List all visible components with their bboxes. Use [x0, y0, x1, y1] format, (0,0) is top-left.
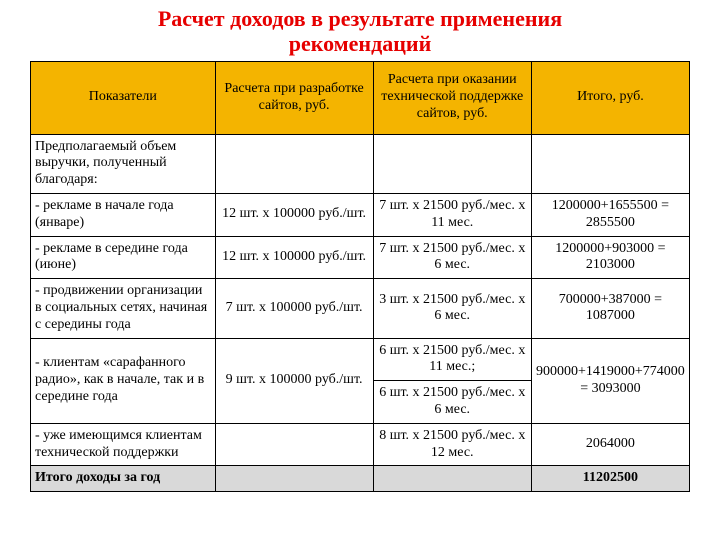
cell: 8 шт. x 21500 руб./мес. x 12 мес.: [373, 423, 531, 466]
cell: 12 шт. x 100000 руб./шт.: [215, 193, 373, 236]
cell: Итого доходы за год: [31, 466, 216, 492]
cell: 2064000: [531, 423, 689, 466]
cell: 11202500: [531, 466, 689, 492]
title-line-1: Расчет доходов в результате применения: [158, 6, 562, 31]
page-title: Расчет доходов в результате применения р…: [30, 6, 690, 57]
cell: - продвижении организации в социальных с…: [31, 279, 216, 338]
total-row: Итого доходы за год 11202500: [31, 466, 690, 492]
table-row: - продвижении организации в социальных с…: [31, 279, 690, 338]
table-row: - рекламе в середине года (июне) 12 шт. …: [31, 236, 690, 279]
col-header-support: Расчета при оказании технической поддерж…: [373, 61, 531, 134]
page: Расчет доходов в результате применения р…: [0, 0, 720, 540]
cell: 3 шт. x 21500 руб./мес. x 6 мес.: [373, 279, 531, 338]
cell: [215, 134, 373, 193]
cell: [373, 466, 531, 492]
cell: - рекламе в начале года (январе): [31, 193, 216, 236]
cell: Предполагаемый объем выручки, полученный…: [31, 134, 216, 193]
cell: 900000+1419000+774000 = 3093000: [531, 338, 689, 423]
col-header-dev: Расчета при разработке сайтов, руб.: [215, 61, 373, 134]
header-row: Показатели Расчета при разработке сайтов…: [31, 61, 690, 134]
table-row: - рекламе в начале года (январе) 12 шт. …: [31, 193, 690, 236]
cell: 7 шт. x 21500 руб./мес. x 6 мес.: [373, 236, 531, 279]
table-row: - уже имеющимся клиентам технической под…: [31, 423, 690, 466]
cell: - клиентам «сарафанного радио», как в на…: [31, 338, 216, 423]
cell: 700000+387000 = 1087000: [531, 279, 689, 338]
cell: - уже имеющимся клиентам технической под…: [31, 423, 216, 466]
cell: 1200000+903000 = 2103000: [531, 236, 689, 279]
cell: 7 шт. x 21500 руб./мес. x 11 мес.: [373, 193, 531, 236]
cell: - рекламе в середине года (июне): [31, 236, 216, 279]
title-line-2: рекомендаций: [289, 31, 432, 56]
table-row: Предполагаемый объем выручки, полученный…: [31, 134, 690, 193]
table-row: - клиентам «сарафанного радио», как в на…: [31, 338, 690, 381]
cell: 6 шт. x 21500 руб./мес. x 11 мес.;: [373, 338, 531, 381]
col-header-indicators: Показатели: [31, 61, 216, 134]
cell: 1200000+1655500 = 2855500: [531, 193, 689, 236]
cell: [215, 423, 373, 466]
cell: 7 шт. x 100000 руб./шт.: [215, 279, 373, 338]
cell: 6 шт. x 21500 руб./мес. x 6 мес.: [373, 381, 531, 424]
cell: 12 шт. x 100000 руб./шт.: [215, 236, 373, 279]
calc-table: Показатели Расчета при разработке сайтов…: [30, 61, 690, 493]
col-header-total: Итого, руб.: [531, 61, 689, 134]
cell: [373, 134, 531, 193]
cell: 9 шт. x 100000 руб./шт.: [215, 338, 373, 423]
cell: [531, 134, 689, 193]
cell: [215, 466, 373, 492]
